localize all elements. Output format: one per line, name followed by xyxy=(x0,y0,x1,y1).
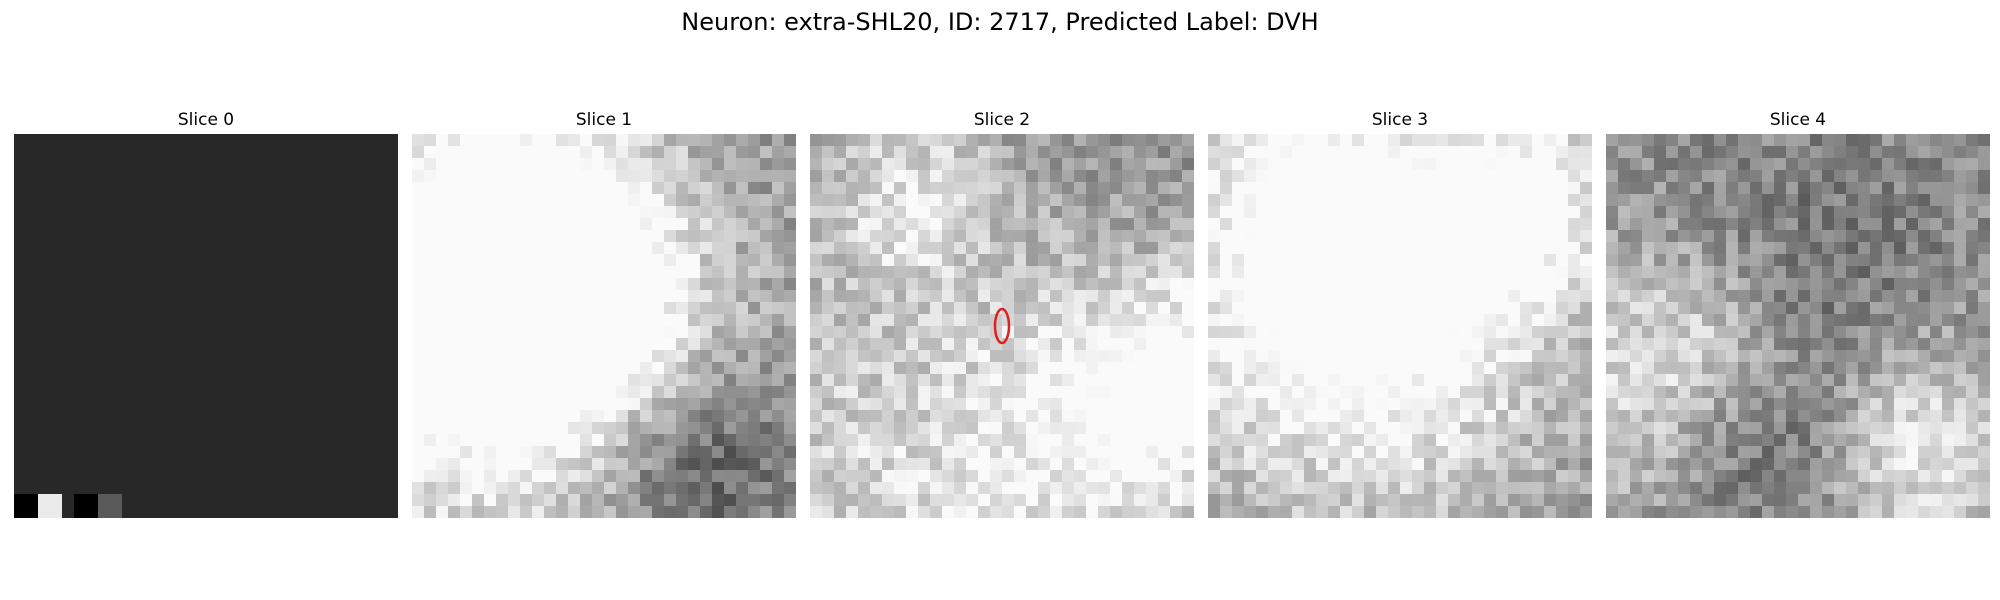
figure-title: Neuron: extra-SHL20, ID: 2717, Predicted… xyxy=(681,8,1319,36)
slice-title: Slice 2 xyxy=(973,110,1031,130)
slice-title: Slice 3 xyxy=(1371,110,1429,130)
slice-panel-1: Slice 1 xyxy=(412,108,796,518)
slice-title: Slice 4 xyxy=(1769,110,1827,130)
slice-image xyxy=(412,134,796,518)
neuron-marker xyxy=(993,307,1011,345)
slice-panel-3: Slice 3 xyxy=(1208,108,1592,518)
slice-panel-2: Slice 2 xyxy=(810,108,1194,518)
slice-panel-4: Slice 4 xyxy=(1606,108,1990,518)
slice-image xyxy=(810,134,1194,518)
slice-image xyxy=(1606,134,1990,518)
slice-panel-0: Slice 0 xyxy=(14,108,398,518)
slice-title: Slice 0 xyxy=(177,110,235,130)
marker-overlay xyxy=(993,307,1011,345)
slice-image xyxy=(1208,134,1592,518)
slice-image xyxy=(14,134,398,518)
slice-title: Slice 1 xyxy=(575,110,633,130)
